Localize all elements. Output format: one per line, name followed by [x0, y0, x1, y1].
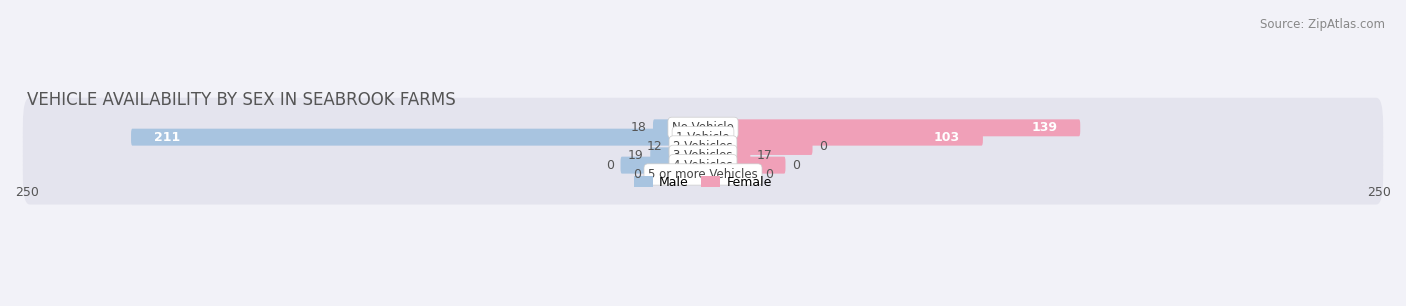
- Text: 139: 139: [1031, 121, 1057, 134]
- Text: Source: ZipAtlas.com: Source: ZipAtlas.com: [1260, 18, 1385, 31]
- Text: 0: 0: [765, 168, 773, 181]
- FancyBboxPatch shape: [702, 129, 983, 146]
- FancyBboxPatch shape: [22, 107, 1384, 167]
- FancyBboxPatch shape: [702, 166, 758, 183]
- FancyBboxPatch shape: [669, 138, 704, 155]
- Text: 0: 0: [820, 140, 827, 153]
- FancyBboxPatch shape: [22, 126, 1384, 186]
- FancyBboxPatch shape: [620, 157, 704, 174]
- Text: 17: 17: [756, 149, 773, 162]
- FancyBboxPatch shape: [22, 98, 1384, 158]
- Text: 12: 12: [647, 140, 662, 153]
- Text: 0: 0: [633, 168, 641, 181]
- FancyBboxPatch shape: [702, 157, 786, 174]
- Text: 19: 19: [627, 149, 644, 162]
- FancyBboxPatch shape: [22, 144, 1384, 204]
- Text: VEHICLE AVAILABILITY BY SEX IN SEABROOK FARMS: VEHICLE AVAILABILITY BY SEX IN SEABROOK …: [27, 91, 456, 109]
- Text: 18: 18: [630, 121, 647, 134]
- Text: 211: 211: [155, 131, 180, 144]
- FancyBboxPatch shape: [22, 116, 1384, 177]
- FancyBboxPatch shape: [22, 135, 1384, 195]
- Text: No Vehicle: No Vehicle: [672, 121, 734, 134]
- Text: 2 Vehicles: 2 Vehicles: [673, 140, 733, 153]
- Legend: Male, Female: Male, Female: [630, 171, 776, 194]
- Text: 1 Vehicle: 1 Vehicle: [676, 131, 730, 144]
- Text: 3 Vehicles: 3 Vehicles: [673, 149, 733, 162]
- FancyBboxPatch shape: [702, 147, 751, 164]
- Text: 5 or more Vehicles: 5 or more Vehicles: [648, 168, 758, 181]
- FancyBboxPatch shape: [702, 119, 1080, 136]
- FancyBboxPatch shape: [648, 166, 704, 183]
- Text: 0: 0: [606, 159, 614, 172]
- FancyBboxPatch shape: [702, 138, 813, 155]
- FancyBboxPatch shape: [650, 147, 704, 164]
- Text: 4 Vehicles: 4 Vehicles: [673, 159, 733, 172]
- Text: 0: 0: [792, 159, 800, 172]
- Text: 103: 103: [934, 131, 960, 144]
- FancyBboxPatch shape: [652, 119, 704, 136]
- FancyBboxPatch shape: [131, 129, 704, 146]
